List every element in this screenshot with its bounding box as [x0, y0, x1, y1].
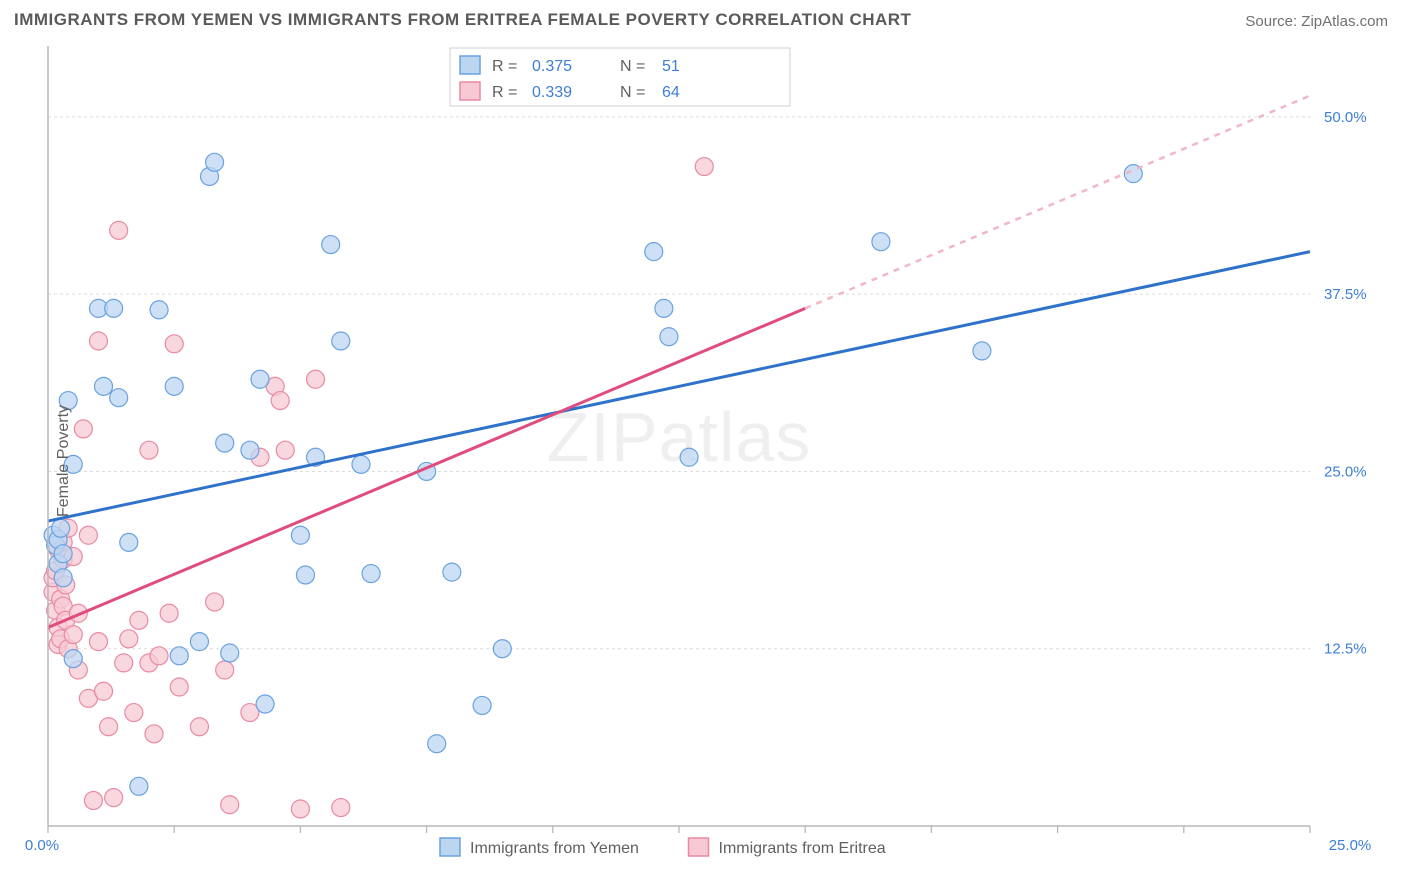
point-eritrea — [695, 158, 713, 176]
y-tick-label: 25.0% — [1324, 463, 1367, 480]
point-eritrea — [79, 526, 97, 544]
chart-title: IMMIGRANTS FROM YEMEN VS IMMIGRANTS FROM… — [14, 10, 911, 30]
point-eritrea — [165, 335, 183, 353]
chart-area: Female Poverty 12.5% 25.0% 37.5% 50.0% ZIPat… — [0, 36, 1406, 886]
point-yemen — [52, 519, 70, 537]
y-tick-label: 37.5% — [1324, 286, 1367, 303]
legend-swatch — [440, 838, 460, 856]
point-eritrea — [89, 633, 107, 651]
point-eritrea — [105, 789, 123, 807]
point-yemen — [493, 640, 511, 658]
point-yemen — [120, 533, 138, 551]
point-eritrea — [150, 647, 168, 665]
point-yemen — [428, 735, 446, 753]
point-yemen — [680, 448, 698, 466]
point-eritrea — [145, 725, 163, 743]
point-eritrea — [271, 392, 289, 410]
point-eritrea — [160, 604, 178, 622]
point-eritrea — [100, 718, 118, 736]
point-eritrea — [130, 611, 148, 629]
point-eritrea — [140, 441, 158, 459]
point-yemen — [170, 647, 188, 665]
trend-line-eritrea-extrapolated — [805, 96, 1310, 309]
point-yemen — [216, 434, 234, 452]
scatter-chart: 12.5% 25.0% 37.5% 50.0% ZIPatlas 0.0% 25.0% R =… — [0, 36, 1406, 864]
point-eritrea — [84, 791, 102, 809]
x-tick-label: 0.0% — [25, 837, 59, 854]
point-eritrea — [89, 332, 107, 350]
legend-r-label: R = — [492, 58, 517, 75]
point-yemen — [443, 563, 461, 581]
point-eritrea — [307, 370, 325, 388]
point-eritrea — [170, 678, 188, 696]
point-eritrea — [74, 420, 92, 438]
point-yemen — [130, 777, 148, 795]
point-yemen — [291, 526, 309, 544]
x-tick-label: 25.0% — [1329, 837, 1372, 854]
point-yemen — [332, 332, 350, 350]
point-eritrea — [95, 682, 113, 700]
point-eritrea — [216, 661, 234, 679]
y-tick-label: 50.0% — [1324, 109, 1367, 126]
point-yemen — [190, 633, 208, 651]
point-eritrea — [125, 704, 143, 722]
legend-r-label: R = — [492, 84, 517, 101]
point-eritrea — [64, 626, 82, 644]
legend-swatch — [460, 56, 480, 74]
point-yemen — [362, 565, 380, 583]
source-credit: Source: ZipAtlas.com — [1245, 13, 1388, 30]
point-yemen — [655, 299, 673, 317]
legend-swatch — [689, 838, 709, 856]
legend-n-label: N = — [620, 84, 645, 101]
trend-line-yemen — [48, 252, 1310, 521]
legend-n-value: 64 — [662, 84, 680, 101]
point-yemen — [660, 328, 678, 346]
point-yemen — [973, 342, 991, 360]
point-yemen — [322, 236, 340, 254]
point-eritrea — [110, 221, 128, 239]
point-eritrea — [221, 796, 239, 814]
point-eritrea — [115, 654, 133, 672]
point-eritrea — [332, 799, 350, 817]
point-yemen — [221, 644, 239, 662]
point-yemen — [95, 377, 113, 395]
point-yemen — [352, 455, 370, 473]
y-axis-label: Female Poverty — [55, 405, 73, 517]
chart-header: IMMIGRANTS FROM YEMEN VS IMMIGRANTS FROM… — [0, 0, 1406, 36]
source-value: ZipAtlas.com — [1301, 13, 1388, 30]
point-yemen — [54, 569, 72, 587]
source-label: Source: — [1245, 13, 1301, 30]
point-yemen — [64, 650, 82, 668]
point-yemen — [645, 243, 663, 261]
point-yemen — [150, 301, 168, 319]
point-yemen — [473, 696, 491, 714]
watermark: ZIPatlas — [547, 398, 812, 476]
legend-swatch — [460, 82, 480, 100]
point-yemen — [241, 441, 259, 459]
point-yemen — [165, 377, 183, 395]
point-eritrea — [291, 800, 309, 818]
point-eritrea — [206, 593, 224, 611]
point-yemen — [872, 233, 890, 251]
point-eritrea — [190, 718, 208, 736]
point-eritrea — [276, 441, 294, 459]
point-yemen — [105, 299, 123, 317]
point-yemen — [256, 695, 274, 713]
point-yemen — [206, 153, 224, 171]
legend-n-label: N = — [620, 58, 645, 75]
legend-r-value: 0.375 — [532, 58, 572, 75]
legend-r-value: 0.339 — [532, 84, 572, 101]
point-yemen — [296, 566, 314, 584]
point-yemen — [251, 370, 269, 388]
legend-series-label: Immigrants from Yemen — [470, 840, 639, 857]
y-tick-label: 12.5% — [1324, 641, 1367, 658]
legend-n-value: 51 — [662, 58, 680, 75]
point-eritrea — [120, 630, 138, 648]
point-yemen — [54, 545, 72, 563]
legend-series-label: Immigrants from Eritrea — [719, 840, 886, 857]
point-yemen — [110, 389, 128, 407]
